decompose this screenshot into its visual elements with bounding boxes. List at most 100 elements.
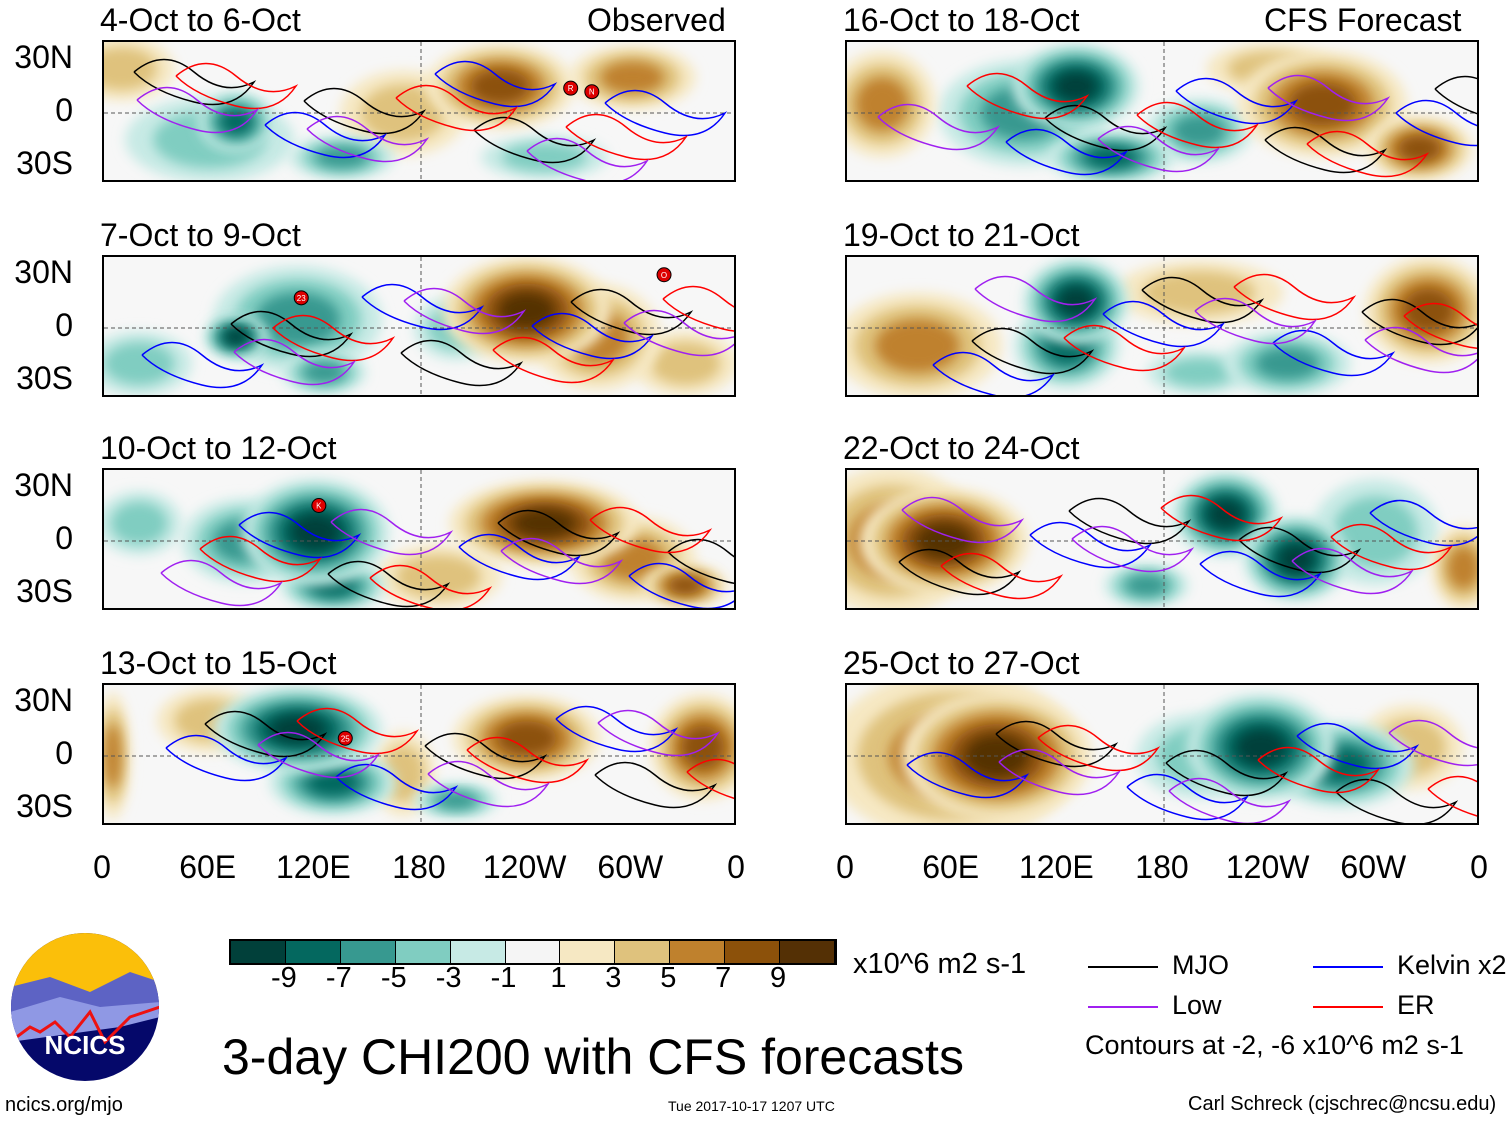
colorbar-swatch (780, 941, 835, 963)
anomaly-blob (225, 329, 247, 344)
er-contour (940, 494, 1454, 600)
anomaly-blob (111, 501, 168, 545)
y-tick-label: 30S (16, 145, 73, 181)
er-contour (175, 62, 689, 161)
storm-marker: 23 (293, 290, 309, 306)
colorbar-label: 3 (605, 962, 622, 994)
colorbar-swatch (285, 941, 341, 963)
colorbar-swatch (450, 941, 506, 963)
x-tick-label: 0 (1470, 849, 1488, 885)
mjo-contour (133, 58, 597, 164)
er-contour (1063, 273, 1477, 372)
storm-label: N (589, 88, 595, 97)
anomaly-blob (1402, 288, 1454, 332)
y-tick-label: 30N (14, 682, 73, 718)
storm-label: O (661, 271, 667, 280)
panel-title: 22-Oct to 24-Oct (843, 430, 1080, 466)
panel-title: 16-Oct to 18-Oct (843, 2, 1080, 38)
anomaly-blob (502, 143, 587, 172)
storm-label: R (568, 84, 574, 93)
er-contour (199, 506, 713, 608)
x-tick-label: 60W (1340, 849, 1407, 885)
panel-title: 10-Oct to 12-Oct (100, 430, 337, 466)
map-panel (845, 468, 1479, 610)
colorbar-label: -7 (325, 962, 352, 994)
kelvin-contour (1029, 499, 1477, 598)
anomaly-blob (1398, 135, 1441, 162)
site-url[interactable]: ncics.org/mjo (5, 1094, 123, 1116)
low-contour (257, 709, 721, 808)
anomaly-blob (1164, 358, 1235, 387)
panel-title: 4-Oct to 6-Oct (100, 2, 301, 38)
colorbar-label: -5 (380, 962, 407, 994)
anomaly-blob (255, 292, 340, 346)
colorbar-label: 1 (550, 962, 567, 994)
low-contour (998, 719, 1477, 823)
anomaly-blob (1142, 271, 1256, 314)
panel-title: 13-Oct to 15-Oct (100, 645, 337, 681)
x-tick-label: 0 (727, 849, 745, 885)
header-observed: Observed (587, 2, 726, 38)
y-tick-label: 0 (55, 307, 73, 343)
anomaly-blob (600, 61, 665, 94)
ncics-logo: NCICS (10, 932, 160, 1082)
storm-marker: N (584, 84, 600, 100)
mjo-contour (1044, 75, 1477, 174)
anomaly-blob (1054, 72, 1098, 101)
y-tick-label: 0 (55, 735, 73, 771)
x-tick-label: 0 (93, 849, 111, 885)
ncics-logo-icon: NCICS (11, 933, 159, 1081)
legend-label: MJO (1172, 950, 1229, 980)
anomaly-blob (1447, 546, 1477, 589)
anomaly-blob (104, 47, 157, 90)
map-panel (845, 255, 1479, 397)
map-panel: 23 O (102, 255, 736, 397)
anomaly-blob (649, 342, 721, 385)
map-panel (845, 40, 1479, 182)
colorbar-label: -9 (271, 962, 297, 994)
anomaly-blob (1125, 574, 1168, 597)
er-contour (272, 285, 734, 384)
low-contour (877, 74, 1391, 173)
legend-label: Low (1172, 990, 1222, 1020)
colorbar-label: 5 (660, 962, 677, 994)
x-tick-label: 180 (392, 849, 446, 885)
colorbar-label: 9 (770, 962, 787, 994)
mjo-contour (230, 288, 694, 387)
figure-title: 3-day CHI200 with CFS forecasts (222, 1029, 964, 1085)
map-panel: 25 (102, 683, 736, 825)
colorbar-swatch (615, 941, 671, 963)
x-tick-label: 60W (597, 849, 664, 885)
x-tick-label: 120W (1225, 849, 1310, 885)
kelvin-contour (906, 722, 1420, 821)
panel-title: 19-Oct to 21-Oct (843, 217, 1080, 253)
colorbar-swatch (505, 941, 561, 963)
y-tick-label: 30S (16, 573, 73, 609)
y-tick-label: 30N (14, 467, 73, 503)
low-contour (233, 287, 734, 386)
credit: Carl Schreck (cjschrec@ncsu.edu) (1188, 1093, 1497, 1115)
storm-marker: O (656, 267, 672, 283)
colorbar-swatch (395, 941, 451, 963)
er-contour (966, 72, 1430, 178)
mjo-contour (898, 497, 1362, 596)
anomaly-blob (303, 361, 346, 384)
kelvin-contour (1005, 77, 1477, 176)
colorbar-swatch (670, 941, 726, 963)
low-contour (160, 508, 624, 607)
er-contour (1037, 724, 1477, 817)
storm-marker: 25 (337, 730, 353, 746)
storm-marker: K (311, 498, 327, 513)
anomaly-blob (681, 725, 724, 769)
x-tick-label: 180 (1135, 849, 1189, 885)
legend-line (1088, 966, 1158, 968)
kelvin-contour (141, 283, 655, 389)
x-tick-label: 120W (482, 849, 567, 885)
x-tick-label: 60E (179, 849, 237, 885)
mjo-contour (204, 710, 718, 809)
colorbar-units: x10^6 m2 s-1 (853, 948, 1027, 980)
anomaly-blob (1208, 500, 1244, 529)
anomaly-blob (290, 514, 340, 550)
anomaly-blob (875, 319, 960, 373)
